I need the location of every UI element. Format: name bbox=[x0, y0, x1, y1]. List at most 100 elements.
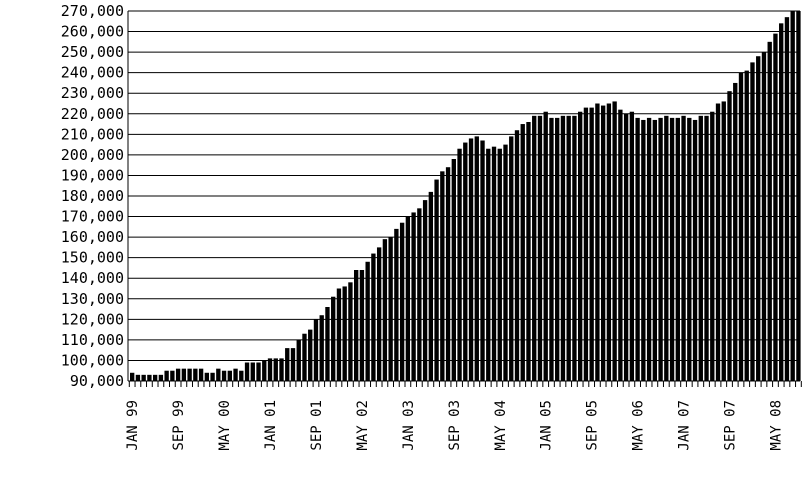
bar bbox=[629, 111, 635, 381]
bar bbox=[658, 117, 663, 381]
bar bbox=[687, 117, 692, 381]
bar bbox=[319, 315, 324, 381]
y-tick-label: 140,000 bbox=[61, 269, 124, 287]
bar bbox=[526, 122, 531, 381]
bar bbox=[267, 358, 273, 381]
bar bbox=[744, 70, 749, 381]
bar bbox=[187, 368, 192, 381]
bar bbox=[486, 148, 491, 381]
x-tick-label: JAN 99 bbox=[125, 400, 141, 451]
bar bbox=[359, 270, 365, 381]
y-tick-label: 160,000 bbox=[61, 228, 124, 246]
bar bbox=[417, 208, 422, 381]
bar bbox=[405, 216, 411, 381]
bar bbox=[583, 107, 589, 381]
bar bbox=[721, 101, 726, 381]
bar bbox=[221, 370, 227, 381]
bar bbox=[698, 115, 703, 381]
x-tick-label: SEP 01 bbox=[309, 400, 325, 451]
bar bbox=[796, 11, 801, 381]
y-tick-label: 270,000 bbox=[61, 2, 124, 20]
bar bbox=[681, 115, 686, 381]
x-tick-label: JAN 05 bbox=[539, 400, 555, 451]
bar bbox=[560, 115, 566, 381]
bar bbox=[520, 124, 525, 382]
bar bbox=[549, 117, 554, 381]
bar bbox=[715, 103, 721, 381]
bar bbox=[750, 62, 755, 382]
bar bbox=[572, 115, 577, 381]
x-tick-label: JAN 07 bbox=[677, 400, 693, 451]
bar bbox=[388, 237, 393, 381]
y-tick-label: 120,000 bbox=[61, 310, 124, 328]
y-tick-label: 200,000 bbox=[61, 146, 124, 164]
bar bbox=[692, 119, 698, 381]
bar bbox=[290, 348, 296, 381]
bar bbox=[669, 117, 675, 381]
bar bbox=[457, 148, 462, 381]
x-tick-label: SEP 03 bbox=[447, 400, 463, 451]
bar bbox=[600, 105, 606, 382]
bar bbox=[135, 374, 141, 381]
x-axis-minor-ticks bbox=[128, 381, 802, 387]
y-tick-label: 250,000 bbox=[61, 43, 124, 61]
bar bbox=[336, 288, 342, 381]
y-tick-label: 90,000 bbox=[70, 372, 124, 390]
bar bbox=[331, 296, 336, 381]
bar bbox=[279, 358, 284, 381]
bar bbox=[474, 136, 479, 381]
y-tick-label: 240,000 bbox=[61, 64, 124, 82]
bar bbox=[164, 370, 169, 381]
bar bbox=[646, 117, 652, 381]
bar bbox=[773, 33, 778, 381]
bar bbox=[170, 370, 175, 381]
bar bbox=[635, 117, 640, 381]
bar bbox=[216, 368, 221, 381]
bar bbox=[618, 109, 623, 382]
bar bbox=[756, 56, 761, 381]
y-tick-label: 190,000 bbox=[61, 166, 124, 184]
x-tick-label: JAN 01 bbox=[263, 400, 279, 451]
x-tick-label: MAY 00 bbox=[217, 400, 233, 451]
bar bbox=[428, 191, 434, 381]
bar bbox=[434, 179, 439, 381]
y-tick-label: 100,000 bbox=[61, 351, 124, 369]
bar bbox=[509, 136, 514, 381]
bar bbox=[710, 111, 715, 381]
bar bbox=[158, 374, 164, 381]
bar bbox=[514, 130, 520, 381]
bar bbox=[445, 167, 451, 381]
bar bbox=[313, 319, 319, 381]
bar bbox=[578, 111, 583, 381]
bar bbox=[296, 339, 301, 381]
bar bbox=[244, 362, 250, 381]
bar bbox=[451, 159, 456, 381]
y-tick-label: 150,000 bbox=[61, 249, 124, 267]
bar bbox=[664, 115, 669, 381]
x-tick-label: SEP 99 bbox=[171, 400, 187, 451]
bar bbox=[285, 348, 290, 381]
bar bbox=[227, 370, 232, 381]
bar bbox=[382, 239, 388, 381]
bar bbox=[727, 91, 732, 382]
x-tick-label: MAY 02 bbox=[355, 400, 371, 451]
bar bbox=[239, 370, 244, 381]
bars bbox=[130, 11, 801, 382]
bar bbox=[537, 115, 543, 381]
bar bbox=[325, 307, 330, 381]
bar bbox=[376, 247, 382, 381]
bar bbox=[302, 333, 307, 381]
y-axis-tick-labels: 90,000 100,000 110,000 120,000 130,000 140,00… bbox=[61, 2, 124, 390]
bar bbox=[141, 374, 146, 381]
bar bbox=[566, 115, 571, 381]
bar bbox=[354, 270, 359, 381]
y-tick-label: 260,000 bbox=[61, 23, 124, 41]
bar bbox=[463, 142, 468, 381]
bar bbox=[175, 368, 181, 381]
bar bbox=[761, 52, 767, 381]
bar bbox=[394, 228, 399, 381]
bar bbox=[767, 41, 772, 381]
bar bbox=[480, 140, 485, 381]
y-tick-label: 130,000 bbox=[61, 290, 124, 308]
bar bbox=[468, 138, 474, 381]
